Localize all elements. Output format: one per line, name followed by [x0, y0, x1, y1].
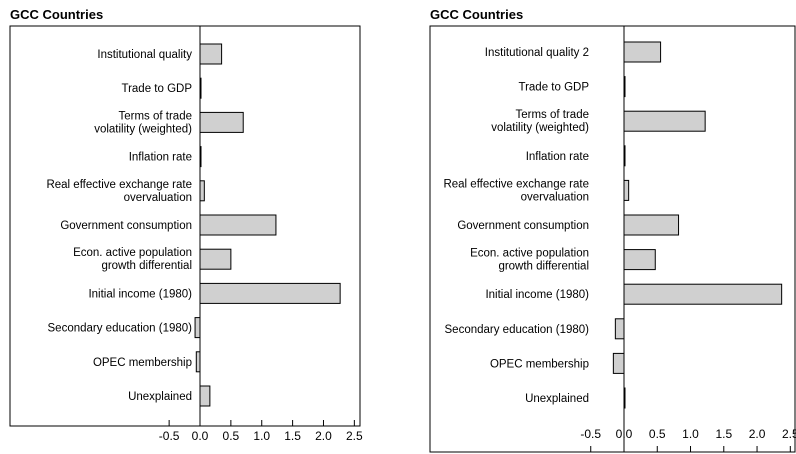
chart-title: GCC Countries [10, 7, 103, 22]
x-tick-label: 1.5 [715, 427, 732, 441]
bar-10 [195, 351, 201, 373]
bar-3 [199, 111, 244, 133]
x-tick-label: 1.0 [682, 427, 699, 441]
category-label-line: growth differential [101, 260, 192, 272]
bar-10 [612, 352, 625, 374]
bar-3 [623, 110, 706, 132]
category-label: Trade to GDP [518, 82, 589, 94]
category-label-line: growth differential [498, 261, 589, 273]
category-label: Trade to GDP [121, 83, 192, 95]
chart-panel-1: GCC Countries Institutional quality Trade … [9, 7, 363, 443]
x-tick-label: -0.5 [580, 427, 601, 441]
category-label: Terms of trade volatility (weighted) [94, 110, 192, 135]
bar-9 [614, 318, 625, 340]
category-label: Inflation rate [526, 151, 589, 163]
x-tick-label: 0.0 [616, 427, 633, 441]
category-label: Initial income (1980) [88, 288, 192, 300]
bar-5 [623, 179, 630, 201]
category-label-line: Terms of trade [119, 110, 193, 122]
chart-panel-2: GCC Countries Institutional quality 2 Trad… [429, 7, 796, 453]
category-label-line: volatility (weighted) [491, 122, 589, 134]
category-label: OPEC membership [490, 358, 589, 370]
x-tick-label: 2.0 [749, 427, 766, 441]
category-label-line: volatility (weighted) [94, 123, 192, 135]
x-tick-label: 1.5 [284, 429, 301, 443]
category-label-line: Econ. active population [470, 248, 589, 260]
bar-7 [623, 249, 656, 271]
bar-1 [199, 43, 223, 65]
category-label: Econ. active population growth differenti… [73, 247, 192, 272]
category-label: Econ. active population growth differenti… [470, 248, 589, 273]
bar-4 [199, 146, 202, 168]
category-label-line: Real effective exchange rate [443, 178, 589, 190]
bar-5 [199, 180, 205, 202]
category-label: Real effective exchange rate overvaluatio… [443, 178, 589, 203]
bar-6 [199, 214, 277, 236]
bar-2 [199, 77, 202, 99]
category-label: OPEC membership [93, 357, 192, 369]
category-label: Secondary education (1980) [48, 323, 193, 335]
category-label-line: Econ. active population [73, 247, 192, 259]
category-label: Government consumption [457, 220, 589, 232]
bar-8 [623, 283, 783, 305]
bar-9 [194, 317, 201, 339]
bar-11 [623, 387, 626, 409]
plot-frame [429, 25, 796, 453]
category-label: Institutional quality [97, 49, 192, 61]
category-label: Unexplained [128, 391, 192, 403]
category-label-line: Real effective exchange rate [46, 179, 192, 191]
x-tick-label: -0.5 [159, 429, 180, 443]
category-label: Institutional quality 2 [485, 47, 589, 59]
x-tick-label: 2.5 [782, 427, 796, 441]
plot-frame [9, 25, 361, 427]
bar-6 [623, 214, 680, 236]
bar-2 [623, 76, 626, 98]
category-label: Terms of trade volatility (weighted) [491, 109, 589, 134]
category-label-line: Terms of trade [516, 109, 590, 121]
x-tick-label: 0.5 [223, 429, 240, 443]
x-tick-label: 1.0 [253, 429, 270, 443]
bar-4 [623, 145, 626, 167]
bar-8 [199, 282, 341, 304]
x-tick-label: 2.0 [315, 429, 332, 443]
category-label: Unexplained [525, 393, 589, 405]
category-label: Real effective exchange rate overvaluatio… [46, 179, 192, 204]
bar-11 [199, 385, 211, 407]
category-label: Inflation rate [129, 152, 192, 164]
category-label: Initial income (1980) [485, 289, 589, 301]
category-label-line: overvaluation [521, 191, 589, 203]
bar-7 [199, 248, 232, 270]
x-tick-label: 2.5 [346, 429, 363, 443]
chart-title: GCC Countries [430, 7, 523, 22]
category-label: Secondary education (1980) [445, 324, 590, 336]
x-tick-label: 0.5 [649, 427, 666, 441]
category-label-line: overvaluation [124, 192, 192, 204]
x-tick-label: 0.0 [192, 429, 209, 443]
category-label: Government consumption [60, 220, 192, 232]
bar-1 [623, 41, 662, 63]
